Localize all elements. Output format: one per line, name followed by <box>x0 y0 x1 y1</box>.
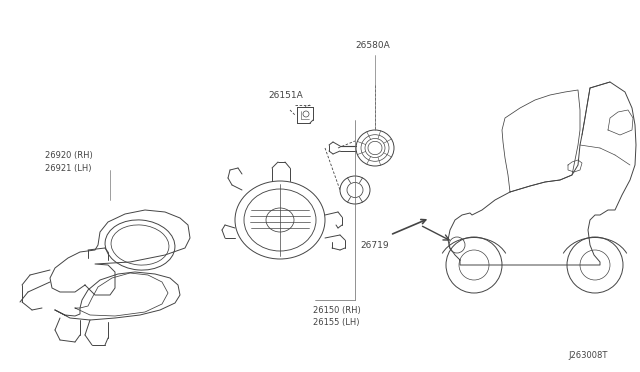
Text: 26155 (LH): 26155 (LH) <box>313 318 360 327</box>
Text: 26150 (RH): 26150 (RH) <box>313 305 361 314</box>
Text: 26580A: 26580A <box>355 41 390 49</box>
Text: 26921 (LH): 26921 (LH) <box>45 164 92 173</box>
Text: 26151A: 26151A <box>268 90 303 99</box>
Text: J263008T: J263008T <box>568 350 607 359</box>
Text: 26719: 26719 <box>360 241 388 250</box>
Text: 26920 (RH): 26920 (RH) <box>45 151 93 160</box>
